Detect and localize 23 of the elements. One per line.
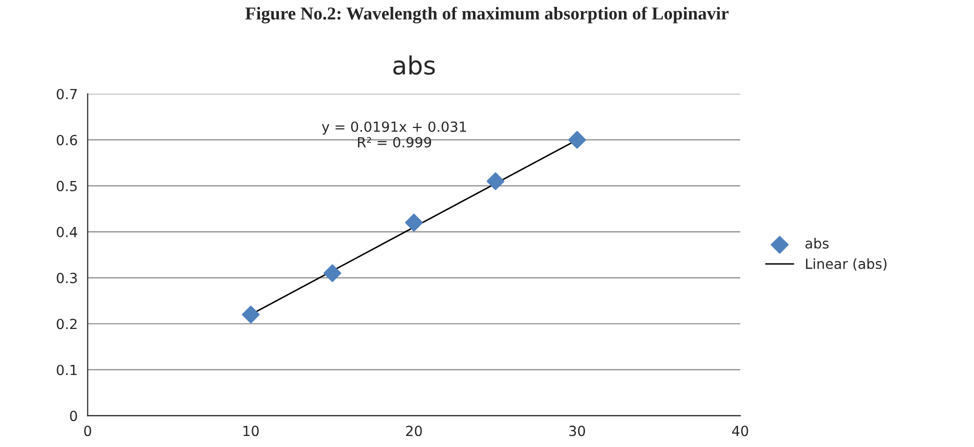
y-tick-label: 0 (70, 410, 78, 422)
y-tick-label: 0.3 (56, 272, 77, 284)
y-tick-label: 0.4 (56, 226, 78, 238)
text: Figure No.2: Wavelength of maximum absorption of Lopinavir (245, 6, 729, 24)
point (486, 172, 504, 190)
x-tick-label: 40 (732, 426, 748, 436)
x-tick-label: 10 (243, 426, 259, 436)
point (568, 130, 586, 149)
chart-title: abs (393, 55, 435, 75)
annotation: y = 0.0191x + 0.031 R² = 0.999 (322, 121, 466, 148)
y-tick-label: 0.7 (56, 88, 77, 100)
x-tick-label: 30 (569, 426, 586, 436)
y-tick-label: 0.6 (56, 134, 78, 146)
y-tick-label: 0.1 (56, 364, 77, 376)
x-tick-label: 0 (84, 426, 92, 436)
x-tick-label: 20 (406, 426, 422, 436)
point (323, 264, 342, 282)
legend-label: abs (806, 238, 829, 249)
y-tick-label: 0.2 (56, 318, 77, 330)
legend-label: Linear (abs) (806, 258, 886, 271)
point (405, 214, 423, 232)
point (242, 306, 260, 324)
y-tick-label: 0.5 (56, 180, 77, 192)
